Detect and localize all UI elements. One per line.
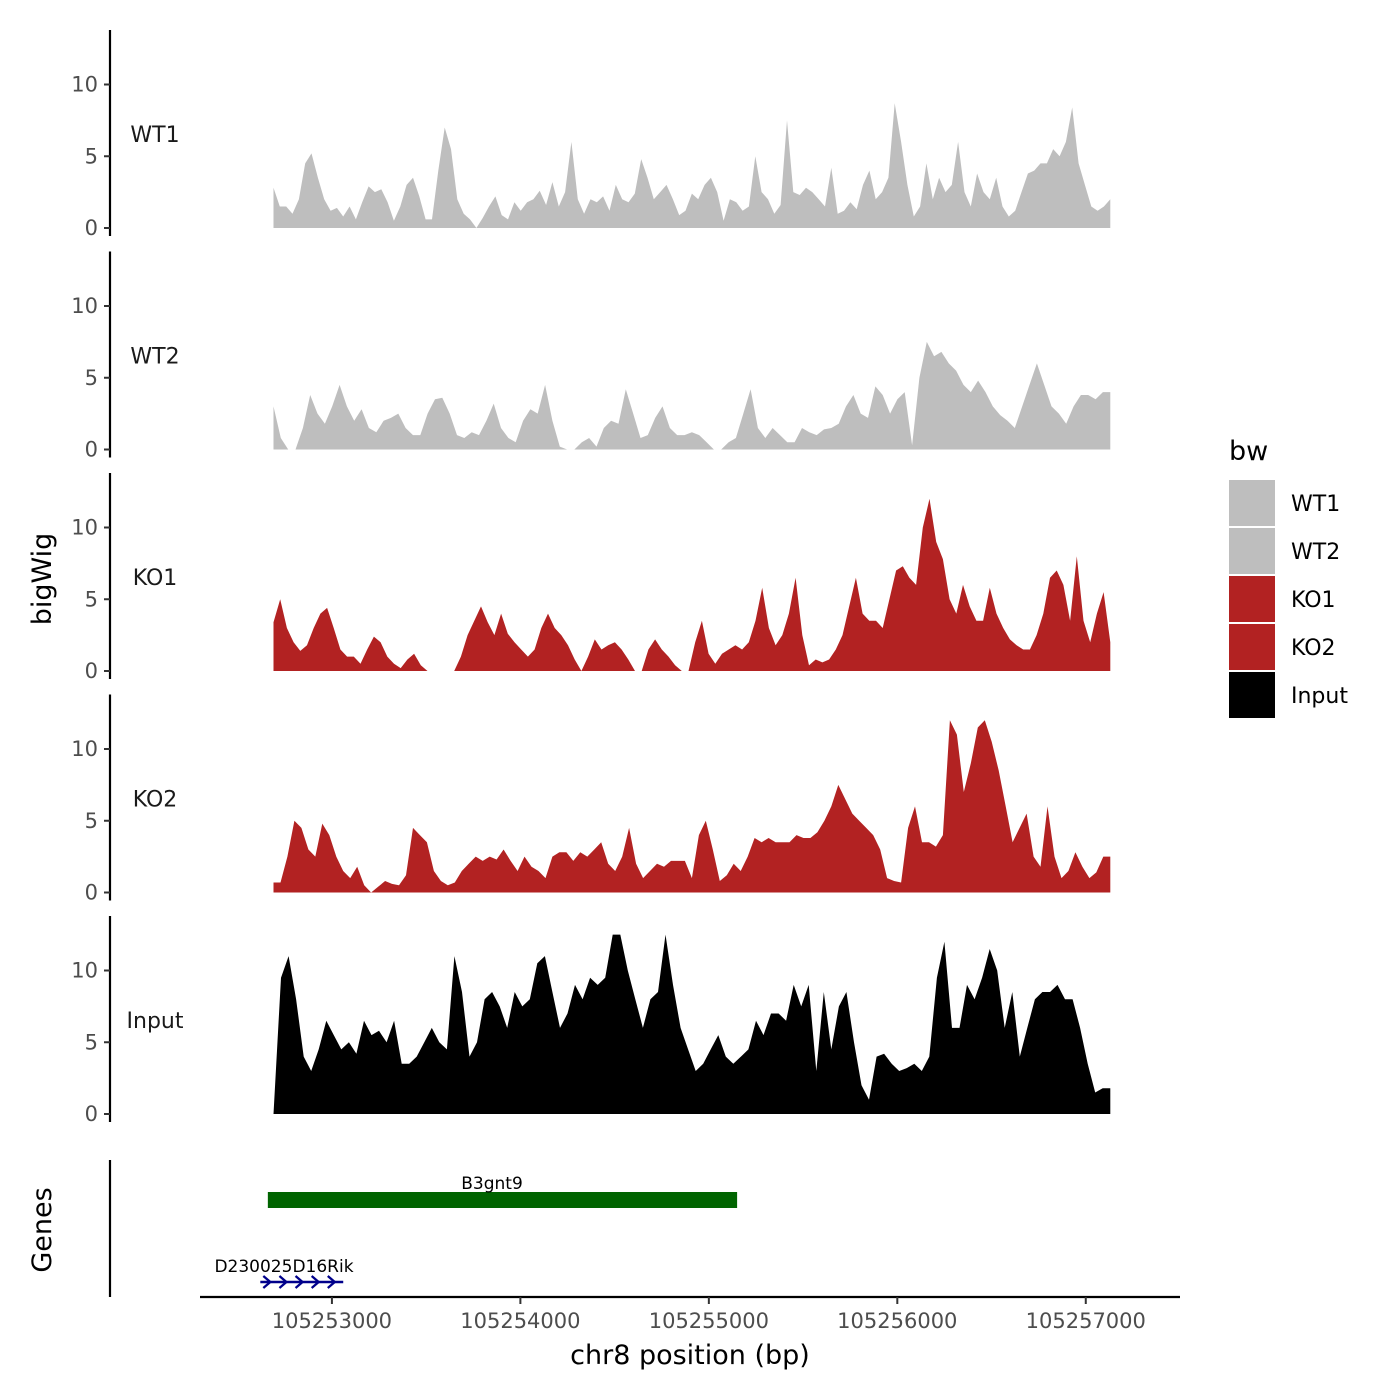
- legend-label-wt2: WT2: [1291, 540, 1340, 565]
- track-label: KO2: [133, 788, 178, 813]
- strand-arrow-icon: [327, 1275, 337, 1289]
- y-tick-label: 5: [85, 587, 98, 611]
- gene-label-d230025d16rik: D230025D16Rik: [214, 1257, 353, 1277]
- track-wt2: 0 5 10 WT2: [71, 251, 1111, 462]
- legend-label-input: Input: [1291, 684, 1348, 709]
- signal-area-wt1: [273, 103, 1111, 228]
- y-tick-label: 10: [71, 737, 98, 761]
- track-ko2: 0 5 10 KO2: [71, 694, 1111, 905]
- track-label: KO1: [133, 566, 178, 591]
- x-tick-label: 105254000: [460, 1309, 580, 1333]
- y-tick-label: 5: [85, 1030, 98, 1054]
- legend-swatch-ko1: [1229, 576, 1275, 622]
- legend-label-ko2: KO2: [1291, 636, 1336, 661]
- signal-area-ko2: [273, 720, 1111, 893]
- y-tick-label: 10: [71, 294, 98, 318]
- legend-swatch-ko2: [1229, 624, 1275, 670]
- y-tick-label: 10: [71, 73, 98, 97]
- gene-label-b3gnt9: B3gnt9: [461, 1174, 523, 1194]
- genes-axis-title: Genes: [27, 1187, 58, 1272]
- y-tick-label: 0: [85, 881, 98, 905]
- track-ko1: 0 5 10 KO1: [71, 473, 1111, 683]
- legend-swatch-wt2: [1229, 528, 1275, 574]
- signal-area-wt2: [273, 341, 1111, 450]
- gene-body-b3gnt9: [267, 1192, 738, 1208]
- track-label: WT2: [130, 345, 179, 370]
- x-tick-label: 105253000: [272, 1309, 392, 1333]
- legend-label-ko1: KO1: [1291, 588, 1336, 613]
- x-tick-label: 105257000: [1026, 1309, 1146, 1333]
- legend: bw WT1 WT2 KO1 KO2 Input: [1229, 436, 1348, 718]
- y-tick-label: 5: [85, 366, 98, 390]
- y-tick-label: 5: [85, 809, 98, 833]
- track-label: Input: [127, 1009, 184, 1034]
- legend-swatch-wt1: [1229, 480, 1275, 526]
- y-tick-label: 0: [85, 1102, 98, 1126]
- signal-area-ko1: [273, 498, 1111, 671]
- y-tick-label: 10: [71, 959, 98, 983]
- strand-arrow-icon: [294, 1275, 305, 1289]
- strand-arrow-icon: [262, 1275, 273, 1289]
- track-label: WT1: [130, 123, 179, 148]
- x-axis-title: chr8 position (bp): [570, 1340, 810, 1371]
- x-tick-label: 105256000: [837, 1309, 957, 1333]
- legend-title: bw: [1229, 436, 1268, 467]
- track-input: 0 5 10 Input: [71, 916, 1111, 1126]
- y-tick-label: 0: [85, 216, 98, 240]
- legend-label-wt1: WT1: [1291, 492, 1340, 517]
- y-tick-label: 0: [85, 659, 98, 683]
- x-axis: 105253000 105254000 105255000 105256000 1052…: [200, 1295, 1180, 1333]
- x-tick-label: 105255000: [649, 1309, 769, 1333]
- strand-arrow-icon: [278, 1275, 289, 1289]
- legend-swatch-input: [1229, 672, 1275, 718]
- y-axis-title: bigWig: [27, 533, 58, 626]
- track-wt1: 0 5 10 WT1: [71, 30, 1111, 240]
- y-tick-label: 0: [85, 438, 98, 462]
- y-tick-label: 10: [71, 516, 98, 540]
- signal-tracks: 0 5 10 WT1 0 5 10 WT2 0 5 10 KO1 0 5 10 KO2 0 5 10 Input: [71, 30, 1111, 1126]
- strand-arrow-icon: [310, 1275, 321, 1289]
- y-tick-label: 5: [85, 144, 98, 168]
- genes-panel: B3gnt9 D230025D16Rik: [108, 1160, 738, 1297]
- signal-area-input: [273, 934, 1111, 1114]
